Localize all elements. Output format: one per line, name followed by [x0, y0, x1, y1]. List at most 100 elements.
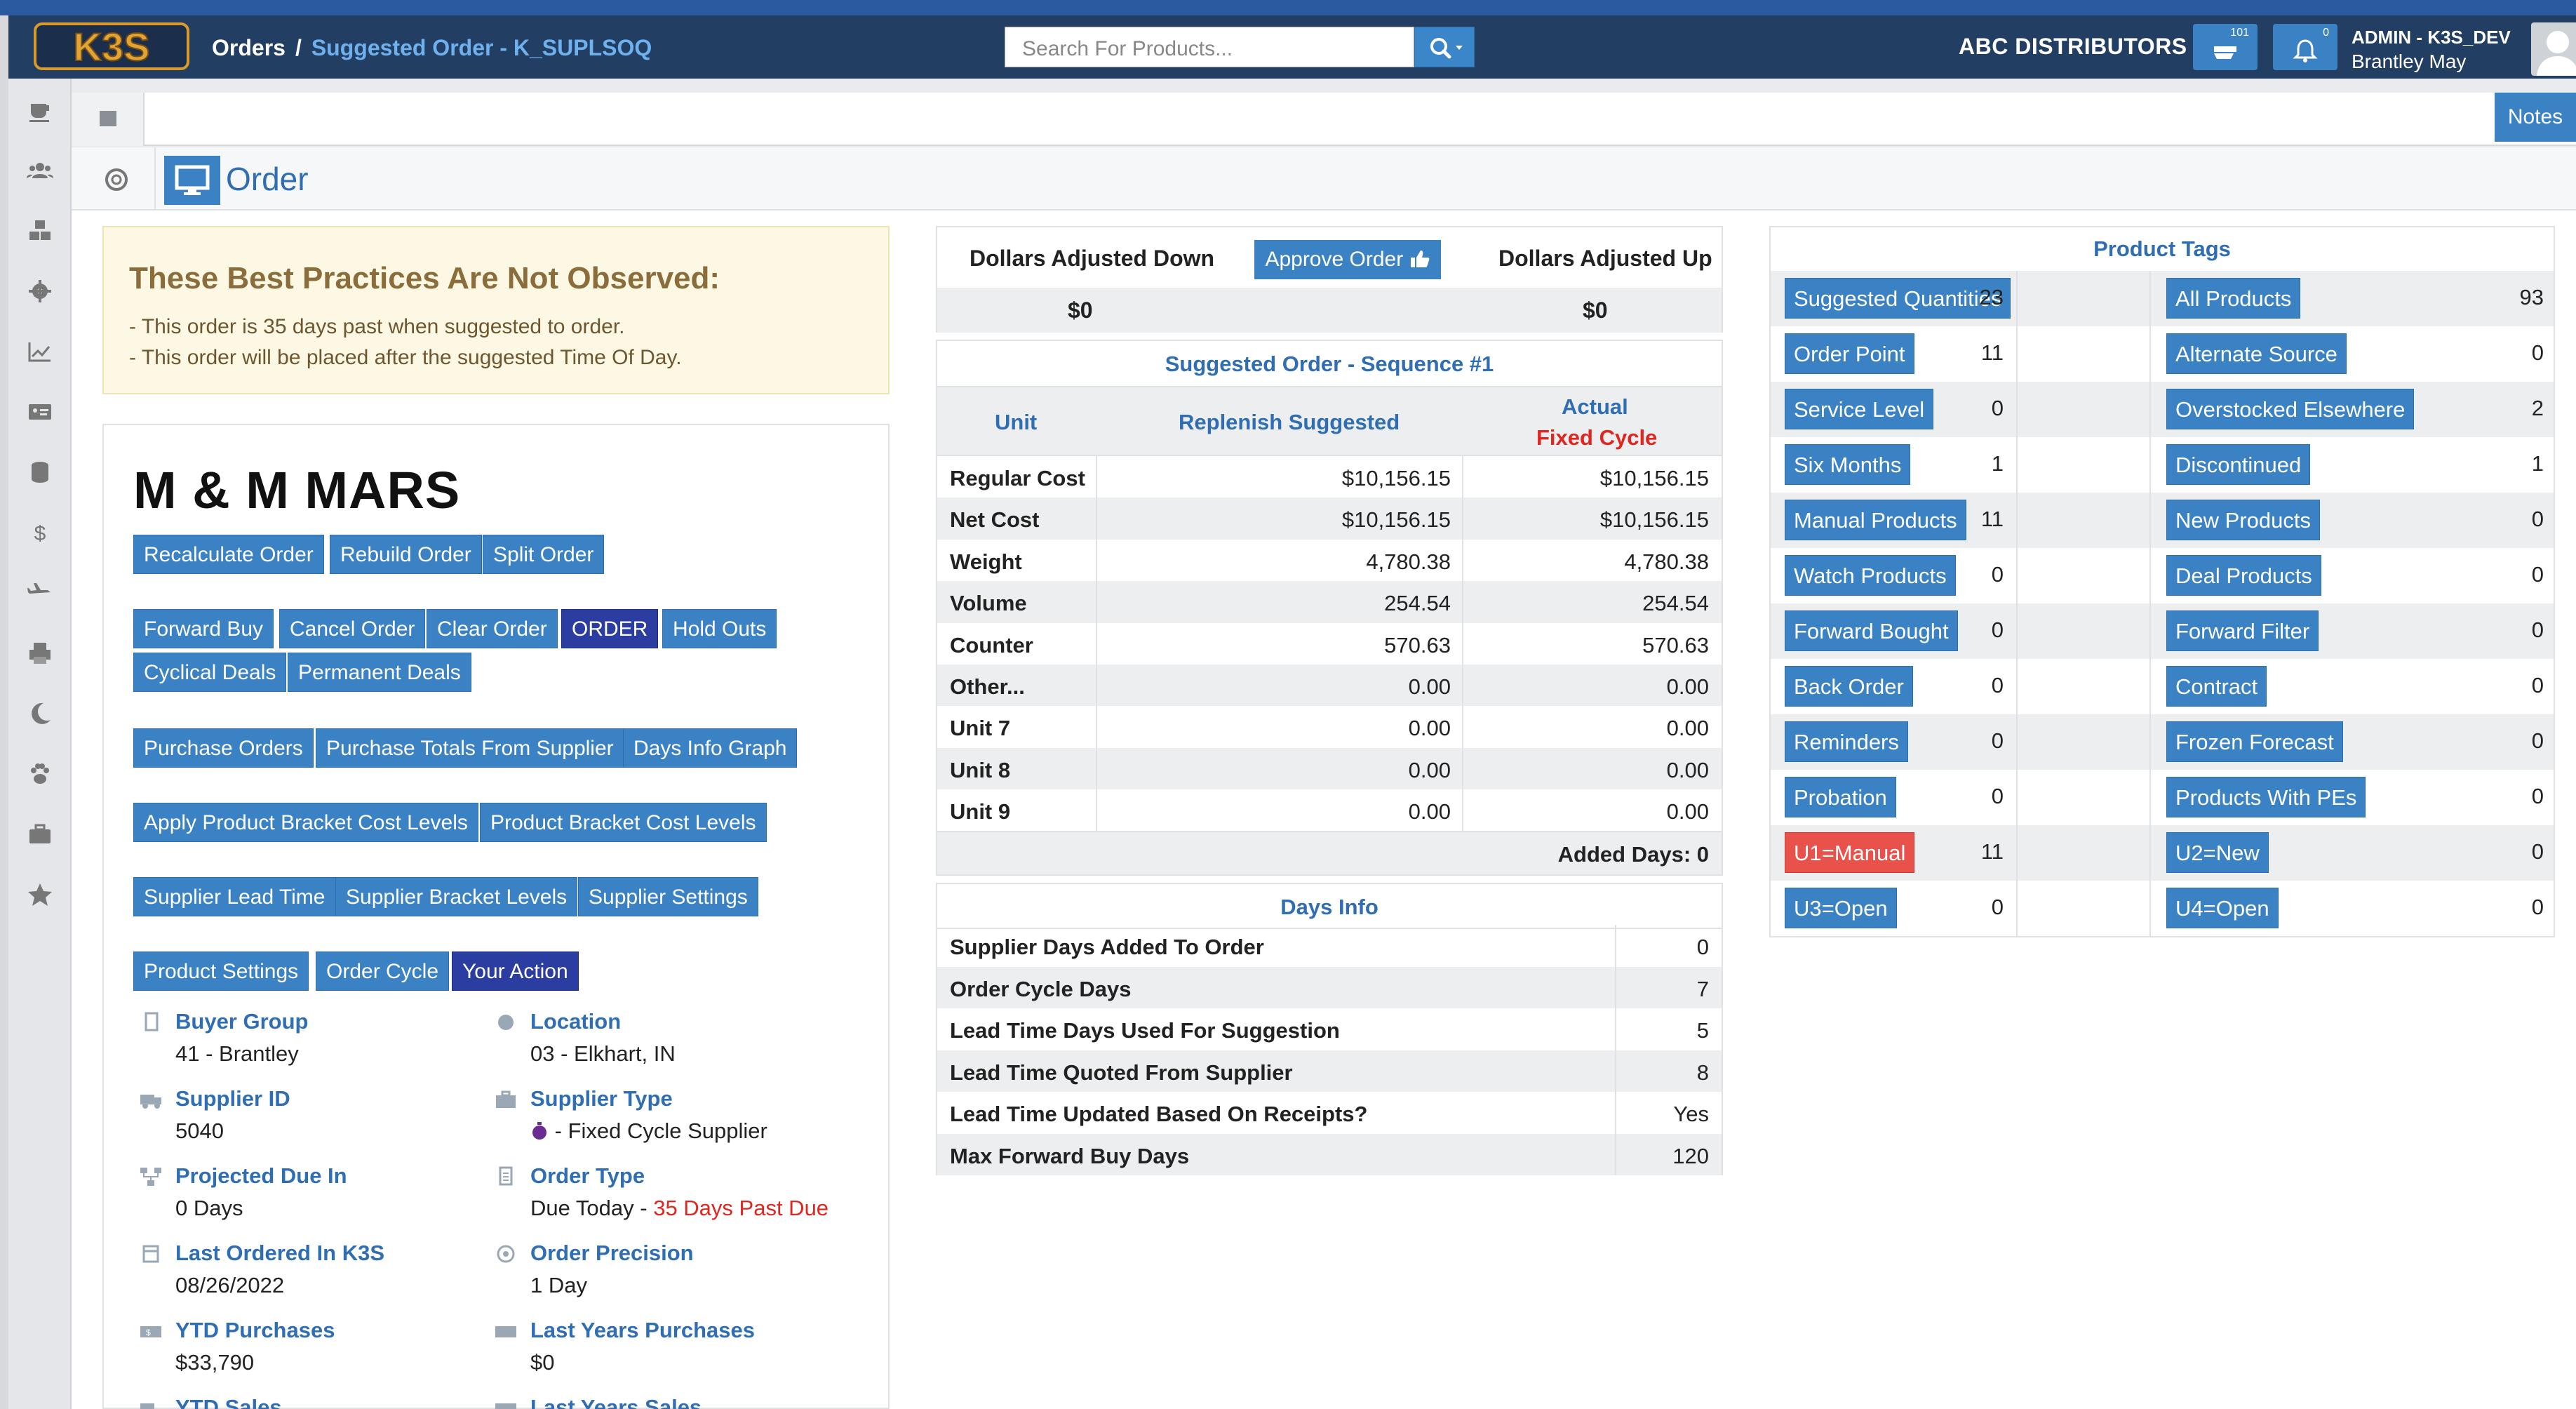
notes-button[interactable]: Notes [2495, 93, 2576, 142]
actual-cell: 0.00 [1666, 674, 1709, 699]
apply-bracket-cost-button[interactable]: Apply Product Bracket Cost Levels [133, 803, 478, 842]
tag-button[interactable]: Six Months [1785, 444, 1911, 485]
tag-count: 0 [2531, 839, 2544, 864]
tag-button[interactable]: Service Level [1785, 389, 1934, 429]
tag-button[interactable]: All Products [2166, 278, 2301, 319]
database-icon[interactable] [27, 459, 53, 486]
suggested-cell: 0.00 [1408, 716, 1451, 741]
avatar[interactable] [2531, 22, 2576, 76]
column-divider [1096, 456, 1097, 498]
column-divider [1462, 539, 1463, 582]
buyer-group-label: Buyer Group [175, 1009, 309, 1034]
tag-button[interactable]: Contract [2166, 666, 2267, 707]
projected-due-label: Projected Due In [175, 1163, 347, 1188]
last-years-sales-label: Last Years Sales [530, 1395, 702, 1409]
cart-badge: 101 [2230, 27, 2249, 39]
notes-toggle-cell[interactable] [72, 93, 145, 146]
days-info-graph-button[interactable]: Days Info Graph [623, 728, 798, 768]
hold-outs-button[interactable]: Hold Outs [662, 609, 777, 648]
k3s-logo[interactable]: K3S [34, 20, 189, 73]
life-ring-icon [105, 168, 128, 191]
bracket-cost-levels-button[interactable]: Product Bracket Cost Levels [480, 803, 767, 842]
cancel-order-button[interactable]: Cancel Order [279, 609, 426, 648]
tag-button[interactable]: Probation [1785, 777, 1896, 817]
tag-button[interactable]: Deal Products [2166, 555, 2321, 596]
organization-name: ABC DISTRIBUTORS [1959, 34, 2187, 59]
plane-icon[interactable] [27, 580, 53, 606]
left-sidebar: $ [8, 79, 72, 1409]
your-action-button[interactable]: Your Action [452, 951, 579, 991]
tag-count: 93 [2519, 285, 2544, 309]
tag-button[interactable]: Discontinued [2166, 444, 2311, 485]
tag-button[interactable]: Back Order [1785, 666, 1913, 707]
help-cell[interactable] [72, 147, 156, 211]
tag-button[interactable]: Forward Filter [2166, 610, 2319, 651]
product-settings-button[interactable]: Product Settings [133, 951, 309, 991]
days-value-cell: 8 [1696, 1060, 1709, 1085]
tag-count: 0 [1991, 728, 2004, 753]
users-icon[interactable] [27, 157, 53, 184]
cubes-icon[interactable] [27, 218, 53, 244]
id-card-icon[interactable] [27, 399, 53, 425]
forward-buy-button[interactable]: Forward Buy [133, 609, 274, 648]
approve-order-button[interactable]: Approve Order [1254, 240, 1441, 279]
tag-button[interactable]: Products With PEs [2166, 777, 2366, 817]
tag-button[interactable]: Reminders [1785, 721, 1908, 762]
tag-button[interactable]: New Products [2166, 500, 2320, 540]
clear-order-button[interactable]: Clear Order [427, 609, 558, 648]
suggested-cell: 4,780.38 [1366, 549, 1451, 574]
money-icon [495, 1326, 516, 1337]
cyclical-deals-button[interactable]: Cyclical Deals [133, 653, 287, 692]
breadcrumb-current[interactable]: Suggested Order - K_SUPLSOQ [311, 35, 652, 60]
breadcrumb-orders[interactable]: Orders [212, 35, 286, 60]
tag-button[interactable]: U4=Open [2166, 888, 2279, 928]
briefcase-icon[interactable] [27, 821, 53, 848]
dollar-icon[interactable]: $ [27, 519, 53, 546]
column-divider [1462, 706, 1463, 748]
tag-button[interactable]: Manual Products [1785, 500, 1966, 540]
column-divider [2149, 714, 2151, 770]
cart-button[interactable]: 101 [2193, 24, 2258, 70]
supplier-bracket-levels-button[interactable]: Supplier Bracket Levels [335, 877, 578, 916]
search-input[interactable]: Search For Products... [1005, 27, 1414, 67]
paw-icon[interactable] [27, 761, 53, 787]
tag-count: 0 [2531, 895, 2544, 919]
print-icon[interactable] [27, 640, 53, 667]
sequence-table: Regular Cost $10,156.15 $10,156.15 Net Cost… [936, 456, 1723, 832]
star-icon[interactable] [27, 881, 53, 908]
tag-button[interactable]: Overstocked Elsewhere [2166, 389, 2415, 429]
order-cycle-button[interactable]: Order Cycle [316, 951, 450, 991]
tag-button[interactable]: Watch Products [1785, 555, 1956, 596]
tag-button[interactable]: Frozen Forecast [2166, 721, 2343, 762]
supplier-settings-button[interactable]: Supplier Settings [578, 877, 758, 916]
tag-button[interactable]: U2=New [2166, 832, 2269, 873]
tag-button[interactable]: Suggested Quantities [1785, 278, 2011, 319]
search-icon [1430, 38, 1463, 59]
tag-button[interactable]: Forward Bought [1785, 610, 1958, 651]
last-years-sales-info: Last Years Sales [495, 1395, 702, 1409]
gear-icon[interactable] [27, 278, 53, 305]
recalculate-order-button[interactable]: Recalculate Order [133, 535, 324, 574]
tag-button[interactable]: U3=Open [1785, 888, 1897, 928]
notifications-button[interactable]: 0 [2273, 24, 2337, 70]
alert-title: These Best Practices Are Not Observed: [129, 261, 720, 295]
column-divider [1615, 966, 1616, 1008]
search-button[interactable] [1414, 27, 1475, 67]
moon-icon[interactable] [27, 700, 53, 727]
split-order-button[interactable]: Split Order [483, 535, 605, 574]
tag-button[interactable]: Alternate Source [2166, 333, 2347, 374]
line-chart-icon[interactable] [27, 338, 53, 365]
purchase-orders-button[interactable]: Purchase Orders [133, 728, 314, 768]
tag-button[interactable]: Order Point [1785, 333, 1914, 374]
tag-button[interactable]: U1=Manual [1785, 832, 1915, 873]
order-button[interactable]: ORDER [561, 609, 659, 648]
table-row: Lead Time Days Used For Suggestion 5 [936, 1008, 1723, 1050]
permanent-deals-button[interactable]: Permanent Deals [288, 653, 471, 692]
purchase-totals-button[interactable]: Purchase Totals From Supplier [316, 728, 624, 768]
rebuild-order-button[interactable]: Rebuild Order [330, 535, 482, 574]
coffee-icon[interactable] [27, 98, 53, 125]
column-divider [2016, 493, 2018, 548]
window-left-edge [0, 15, 8, 1409]
order-type-value: Due Today - [530, 1196, 654, 1220]
supplier-lead-time-button[interactable]: Supplier Lead Time [133, 877, 336, 916]
